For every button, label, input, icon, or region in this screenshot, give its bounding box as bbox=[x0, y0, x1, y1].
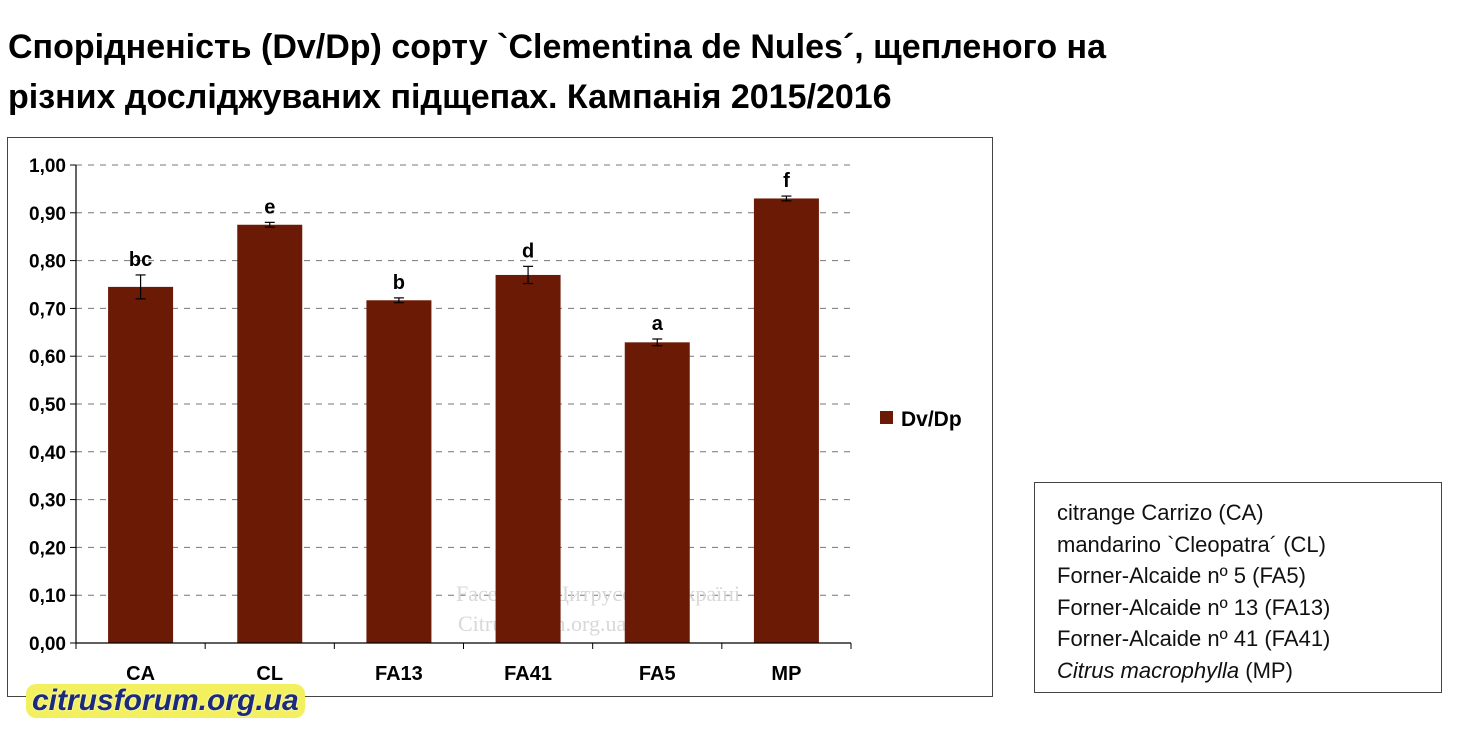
x-tick-label: FA13 bbox=[375, 663, 423, 685]
data-label: f bbox=[783, 170, 790, 192]
rootstock-legend-suffix: (MP) bbox=[1239, 657, 1293, 683]
rootstock-legend-item: Forner-Alcaide nº 13 (FA13) bbox=[1057, 594, 1331, 620]
y-tick-label: 1,00 bbox=[29, 156, 66, 177]
rootstock-legend-item: Forner-Alcaide nº 41 (FA41) bbox=[1057, 626, 1331, 651]
rootstock-legend-item: citrange Carrizo (CA) bbox=[1057, 500, 1264, 525]
y-tick-label: 0,80 bbox=[29, 252, 66, 273]
bar bbox=[495, 274, 561, 643]
y-tick-label: 0,30 bbox=[29, 491, 66, 512]
bar bbox=[108, 286, 174, 643]
y-tick-label: 0,70 bbox=[29, 299, 66, 320]
x-tick-label: FA5 bbox=[639, 663, 676, 685]
rootstock-legend: citrange Carrizo (CA) mandarino `Cleopat… bbox=[1034, 482, 1442, 693]
bar bbox=[237, 224, 303, 643]
data-label: bc bbox=[129, 249, 152, 271]
data-label: a bbox=[652, 313, 664, 335]
rootstock-legend-item: Citrus macrophylla (MP) bbox=[1057, 655, 1441, 687]
watermark-site: citrusforum.org.ua bbox=[26, 684, 305, 718]
bar-chart: 0,00 0,10 0,20 0,30 0,40 0,50 0,60 0,70 0,80 0,90… bbox=[29, 156, 962, 685]
x-tick-label: MP bbox=[771, 663, 801, 685]
chart-area: 0,00 0,10 0,20 0,30 0,40 0,50 0,60 0,70 0,80 0,90… bbox=[7, 137, 993, 697]
rootstock-legend-item: mandarino `Cleopatra´ (CL) bbox=[1057, 531, 1326, 557]
data-label: e bbox=[264, 196, 275, 218]
x-tick-label: CA bbox=[126, 663, 155, 685]
legend-swatch bbox=[880, 411, 893, 424]
bar bbox=[753, 198, 819, 643]
chart-title-line-2: різних досліджуваних підщепах. Кампанія … bbox=[8, 78, 892, 116]
data-label: b bbox=[393, 272, 405, 294]
y-tick-label: 0,60 bbox=[29, 347, 66, 368]
data-label: d bbox=[522, 240, 534, 262]
rootstock-legend-italic: Citrus macrophylla bbox=[1057, 657, 1240, 683]
y-tick-label: 0,90 bbox=[29, 204, 66, 225]
rootstock-legend-item: Forner-Alcaide nº 5 (FA5) bbox=[1057, 563, 1306, 588]
bar bbox=[366, 300, 432, 643]
x-tick-label: FA41 bbox=[504, 663, 552, 685]
chart-title-line-1: Спорідненість (Dv/Dp) сорту `Clementina … bbox=[8, 28, 1106, 66]
chart-title: Спорідненість (Dv/Dp) сорту `Clementina … bbox=[8, 22, 1448, 122]
y-tick-label: 0,50 bbox=[29, 395, 66, 416]
y-tick-label: 0,00 bbox=[29, 634, 66, 655]
bar bbox=[624, 342, 690, 643]
y-tick-label: 0,10 bbox=[29, 586, 66, 607]
legend-label: Dv/Dp bbox=[901, 408, 962, 431]
y-tick-label: 0,20 bbox=[29, 538, 66, 559]
y-tick-label: 0,40 bbox=[29, 443, 66, 464]
x-tick-label: CL bbox=[256, 663, 283, 685]
